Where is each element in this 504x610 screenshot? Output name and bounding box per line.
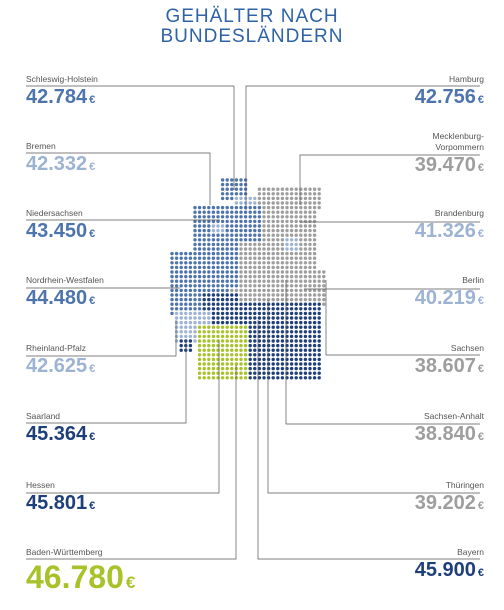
leader-line: [325, 280, 480, 356]
salary-number: 39.202: [414, 492, 476, 514]
salary-number: 43.450: [26, 220, 88, 242]
state-name: Brandenburg: [434, 208, 484, 218]
state-nordrhein-westfalen: Nordrhein-Westfalen 44.480 €: [26, 275, 104, 313]
salary-number: 42.332: [26, 153, 88, 175]
salary-value: 45.801 €: [26, 491, 95, 518]
state-sachsen: Sachsen 38.607 €: [415, 343, 484, 381]
state-niedersachsen: Niedersachsen 43.450 €: [26, 208, 95, 246]
state-rheinland-pfalz: Rheinland-Pfalz 42.625 €: [26, 343, 95, 381]
currency-symbol: €: [89, 94, 96, 106]
leader-line: [299, 154, 480, 205]
currency-symbol: €: [477, 431, 484, 443]
salary-number: 41.326: [414, 220, 476, 242]
state-name: Hessen: [26, 480, 55, 490]
title-line-2: BUNDESLÄNDERN: [160, 26, 344, 47]
currency-symbol: €: [89, 500, 96, 512]
salary-value: 45.900 €: [415, 558, 484, 585]
currency-symbol: €: [89, 363, 96, 375]
leader-line: [267, 300, 480, 494]
currency-symbol: €: [477, 500, 484, 512]
leader-line: [26, 320, 177, 357]
leader-line: [26, 85, 235, 190]
map-dots: [170, 178, 326, 380]
salary-value: 38.840 €: [415, 422, 484, 449]
salary-value: 42.756 €: [415, 85, 484, 112]
state-name: Nordrhein-Westfalen: [26, 275, 104, 285]
salary-number: 38.840: [414, 423, 476, 445]
salary-number: 39.470: [414, 154, 476, 176]
state-bremen: Bremen 42.332 €: [26, 141, 95, 179]
state-hessen: Hessen 45.801 €: [26, 480, 95, 518]
state-baden-württemberg: Baden-Württemberg 46.780 €: [26, 547, 135, 602]
leader-line: [26, 365, 237, 560]
state-name: Sachsen: [450, 343, 484, 353]
currency-symbol: €: [89, 431, 96, 443]
salary-value: 40.219 €: [415, 286, 484, 313]
state-name: Mecklenburg- Vorpommern: [432, 131, 485, 152]
state-brandenburg: Brandenburg 41.326 €: [415, 208, 484, 246]
state-bayern: Bayern 45.900 €: [415, 547, 484, 585]
currency-symbol: €: [477, 228, 484, 240]
salary-value: 44.480 €: [26, 286, 104, 313]
state-name: Rheinland-Pfalz: [26, 343, 87, 353]
state-name: Saarland: [26, 411, 61, 421]
state-mecklenburg-vorpommern: Mecklenburg- Vorpommern 39.470 €: [415, 131, 484, 180]
salary-number: 42.625: [26, 355, 88, 377]
leader-line: [26, 340, 187, 424]
state-name: Bayern: [457, 547, 484, 557]
leader-line: [257, 320, 480, 560]
currency-symbol: €: [477, 567, 484, 579]
state-name: Sachsen-Anhalt: [423, 411, 484, 421]
currency-symbol: €: [477, 363, 484, 375]
salary-number: 46.780: [26, 559, 124, 595]
state-hamburg: Hamburg 42.756 €: [415, 74, 484, 112]
salary-value: 41.326 €: [415, 219, 484, 246]
salary-number: 42.784: [26, 86, 88, 108]
currency-symbol: €: [477, 162, 484, 174]
salary-value: 42.625 €: [26, 354, 95, 381]
salary-value: 45.364 €: [26, 422, 95, 449]
state-name: Baden-Württemberg: [26, 547, 103, 557]
currency-symbol: €: [89, 161, 96, 173]
leader-line: [245, 85, 480, 210]
leader-line: [285, 280, 480, 425]
state-name: Berlin: [462, 275, 484, 285]
state-sachsen-anhalt: Sachsen-Anhalt 38.840 €: [415, 411, 484, 449]
salary-value: 38.607 €: [415, 354, 484, 381]
state-schleswig-holstein: Schleswig-Holstein 42.784 €: [26, 74, 98, 112]
salary-number: 40.219: [414, 287, 476, 309]
salary-value: 39.470 €: [415, 153, 484, 180]
salary-number: 45.801: [26, 492, 88, 514]
salary-value: 42.784 €: [26, 85, 98, 112]
currency-symbol: €: [477, 295, 484, 307]
state-name: Niedersachsen: [26, 208, 83, 218]
currency-symbol: €: [477, 94, 484, 106]
leader-lines: [26, 85, 480, 560]
state-name: Bremen: [26, 141, 56, 151]
state-name: Hamburg: [449, 74, 484, 84]
currency-symbol: €: [89, 228, 96, 240]
salary-number: 45.900: [414, 559, 476, 581]
salary-value: 42.332 €: [26, 152, 95, 179]
currency-symbol: €: [89, 295, 96, 307]
state-berlin: Berlin 40.219 €: [415, 275, 484, 313]
salary-value: 39.202 €: [415, 491, 484, 518]
salary-number: 44.480: [26, 287, 88, 309]
state-name: Thüringen: [445, 480, 484, 490]
title-line-1: GEHÄLTER NACH: [165, 6, 339, 27]
salary-number: 42.756: [414, 86, 476, 108]
state-saarland: Saarland 45.364 €: [26, 411, 95, 449]
salary-number: 45.364: [26, 423, 88, 445]
leader-line: [26, 152, 211, 205]
state-thüringen: Thüringen 39.202 €: [415, 480, 484, 518]
currency-symbol: €: [125, 573, 136, 592]
leader-line: [26, 340, 220, 494]
state-name: Schleswig-Holstein: [26, 74, 98, 84]
salary-value: 46.780 €: [26, 558, 135, 602]
salary-number: 38.607: [414, 355, 476, 377]
salary-value: 43.450 €: [26, 219, 95, 246]
